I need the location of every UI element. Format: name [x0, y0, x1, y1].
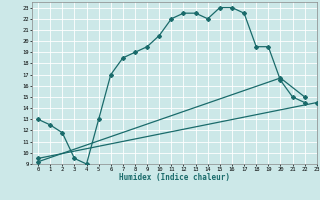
X-axis label: Humidex (Indice chaleur): Humidex (Indice chaleur) [119, 173, 230, 182]
